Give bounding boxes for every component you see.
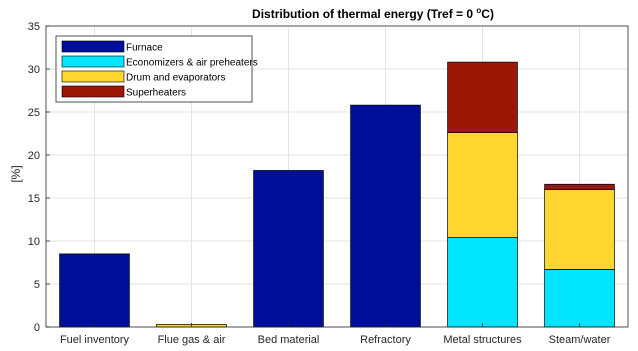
y-tick-label: 5 (34, 279, 40, 291)
legend-label: Furnace (126, 43, 163, 54)
y-tick-label: 35 (28, 21, 40, 33)
bar-segment (544, 189, 615, 270)
y-tick-label: 0 (34, 322, 40, 334)
bar-segment (544, 269, 615, 328)
bars (59, 61, 615, 328)
y-tick-label: 15 (28, 193, 40, 205)
x-tick-label: Flue gas & air (158, 334, 226, 346)
y-axis-label: [%] (9, 165, 23, 182)
y-tick-label: 10 (28, 236, 40, 248)
x-tick-label: Bed material (258, 334, 320, 346)
legend-label: Economizers & air preheaters (126, 58, 258, 69)
bar-segment (447, 61, 518, 133)
y-tick-label: 25 (28, 107, 40, 119)
legend-swatch (61, 85, 125, 98)
plot-frame (45, 25, 629, 328)
chart-title: Distribution of thermal energy (Tref = 0… (252, 6, 494, 21)
legend-label: Superheaters (126, 88, 186, 99)
x-tick-label: Fuel inventory (60, 334, 130, 346)
legend-swatch (61, 70, 125, 83)
x-tick-label: Refractory (360, 334, 411, 346)
bar-segment (447, 237, 518, 328)
bar-segment (350, 104, 421, 328)
bar-segment (447, 132, 518, 238)
legend-swatch (61, 55, 125, 68)
x-tick-label: Metal structures (443, 334, 522, 346)
y-tick-label: 30 (28, 64, 40, 76)
legend-label: Drum and evaporators (126, 73, 226, 84)
x-tick-label: Steam/water (549, 334, 611, 346)
legend: Furnace Economizers & air preheaters Drum … (55, 35, 258, 103)
bar-segment (544, 183, 615, 190)
bar-segment (253, 170, 324, 328)
legend-swatch (61, 40, 125, 53)
bar-segment (59, 253, 130, 328)
y-tick-label: 20 (28, 150, 40, 162)
y-axis: 0 5 10 15 20 25 30 35 (28, 21, 50, 334)
x-axis: Fuel inventory Flue gas & air Bed material… (60, 323, 611, 346)
